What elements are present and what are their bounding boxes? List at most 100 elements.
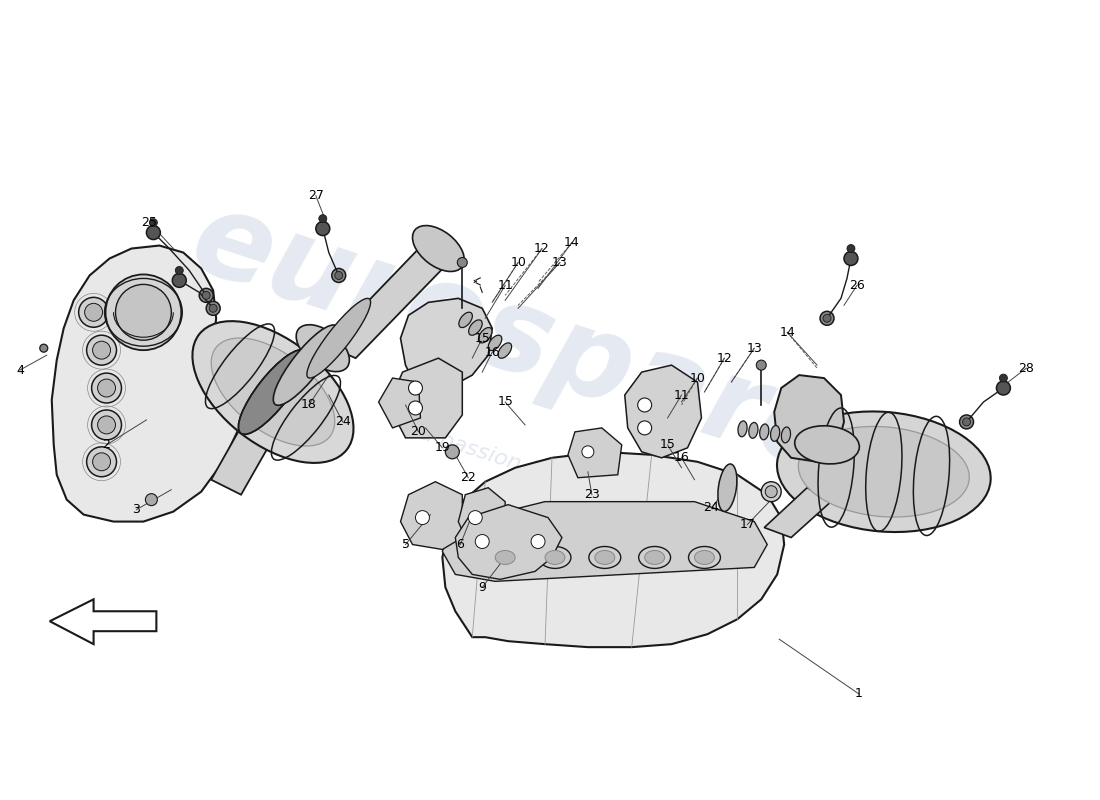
Polygon shape [455,505,562,579]
Circle shape [997,381,1011,395]
Circle shape [98,416,116,434]
Text: 11: 11 [497,279,513,292]
Polygon shape [400,298,492,392]
Ellipse shape [544,550,565,565]
Text: 2: 2 [102,438,110,451]
Circle shape [92,453,110,470]
Circle shape [199,288,213,302]
Polygon shape [764,488,830,538]
Ellipse shape [296,325,350,372]
Circle shape [316,222,330,235]
Text: 24: 24 [334,415,351,429]
Ellipse shape [273,325,339,406]
Circle shape [823,314,830,322]
Polygon shape [774,375,844,462]
Ellipse shape [498,343,512,358]
Ellipse shape [639,546,671,569]
Circle shape [962,418,970,426]
Circle shape [757,360,767,370]
Text: 14: 14 [564,236,580,249]
Circle shape [334,271,343,279]
Polygon shape [442,452,784,647]
Text: 13: 13 [747,342,762,354]
Circle shape [458,258,468,267]
Circle shape [145,494,157,506]
Circle shape [91,373,121,403]
Polygon shape [625,365,702,458]
Text: a passion for parts since 1985: a passion for parts since 1985 [417,423,742,546]
Ellipse shape [689,546,720,569]
Ellipse shape [488,335,502,350]
Circle shape [475,534,490,549]
Text: 20: 20 [410,426,427,438]
Ellipse shape [412,226,464,271]
Ellipse shape [539,546,571,569]
Ellipse shape [781,427,791,443]
Text: 27: 27 [308,190,323,202]
Text: 23: 23 [584,488,600,501]
Circle shape [469,510,482,525]
Circle shape [87,335,117,365]
Circle shape [116,285,172,340]
Circle shape [332,269,345,282]
Circle shape [85,303,102,322]
Text: 22: 22 [461,471,476,484]
Text: 26: 26 [849,279,865,292]
Text: 13: 13 [552,256,568,269]
Text: 3: 3 [132,503,141,516]
Text: 14: 14 [779,326,795,338]
Ellipse shape [738,421,747,437]
Text: 9: 9 [478,581,486,594]
Circle shape [173,274,186,287]
Ellipse shape [760,424,769,440]
Circle shape [446,445,460,458]
Circle shape [821,311,834,326]
Circle shape [98,379,116,397]
Circle shape [416,510,429,525]
Circle shape [531,534,544,549]
Circle shape [175,266,184,274]
Ellipse shape [478,327,492,343]
Ellipse shape [718,464,737,511]
Text: 18: 18 [301,398,317,411]
Ellipse shape [794,426,859,464]
Ellipse shape [490,546,521,569]
Ellipse shape [239,350,308,434]
Ellipse shape [192,321,353,463]
Text: 25: 25 [142,216,157,229]
Ellipse shape [469,320,482,335]
Polygon shape [378,378,420,428]
Circle shape [761,482,781,502]
Ellipse shape [588,546,620,569]
Ellipse shape [595,550,615,565]
Text: 12: 12 [535,242,550,255]
Circle shape [202,291,210,299]
Text: eurospares: eurospares [177,180,923,520]
Text: 5: 5 [402,538,409,551]
Circle shape [150,218,157,226]
Polygon shape [326,238,459,358]
Circle shape [959,415,974,429]
Text: 11: 11 [673,389,690,402]
Text: 12: 12 [716,352,733,365]
Circle shape [87,447,117,477]
Text: 4: 4 [15,364,24,377]
Circle shape [106,274,182,350]
Text: 16: 16 [484,346,500,358]
Ellipse shape [307,298,371,378]
Text: 10: 10 [690,371,705,385]
Ellipse shape [799,426,969,517]
Ellipse shape [495,550,515,565]
Circle shape [408,401,422,415]
Circle shape [638,398,651,412]
Circle shape [766,486,778,498]
Text: 28: 28 [1019,362,1034,374]
Polygon shape [442,502,767,582]
Circle shape [319,214,327,222]
Circle shape [206,302,220,315]
Polygon shape [388,358,462,438]
Ellipse shape [211,338,334,446]
Text: 17: 17 [739,518,756,531]
Circle shape [638,421,651,435]
Ellipse shape [694,550,714,565]
